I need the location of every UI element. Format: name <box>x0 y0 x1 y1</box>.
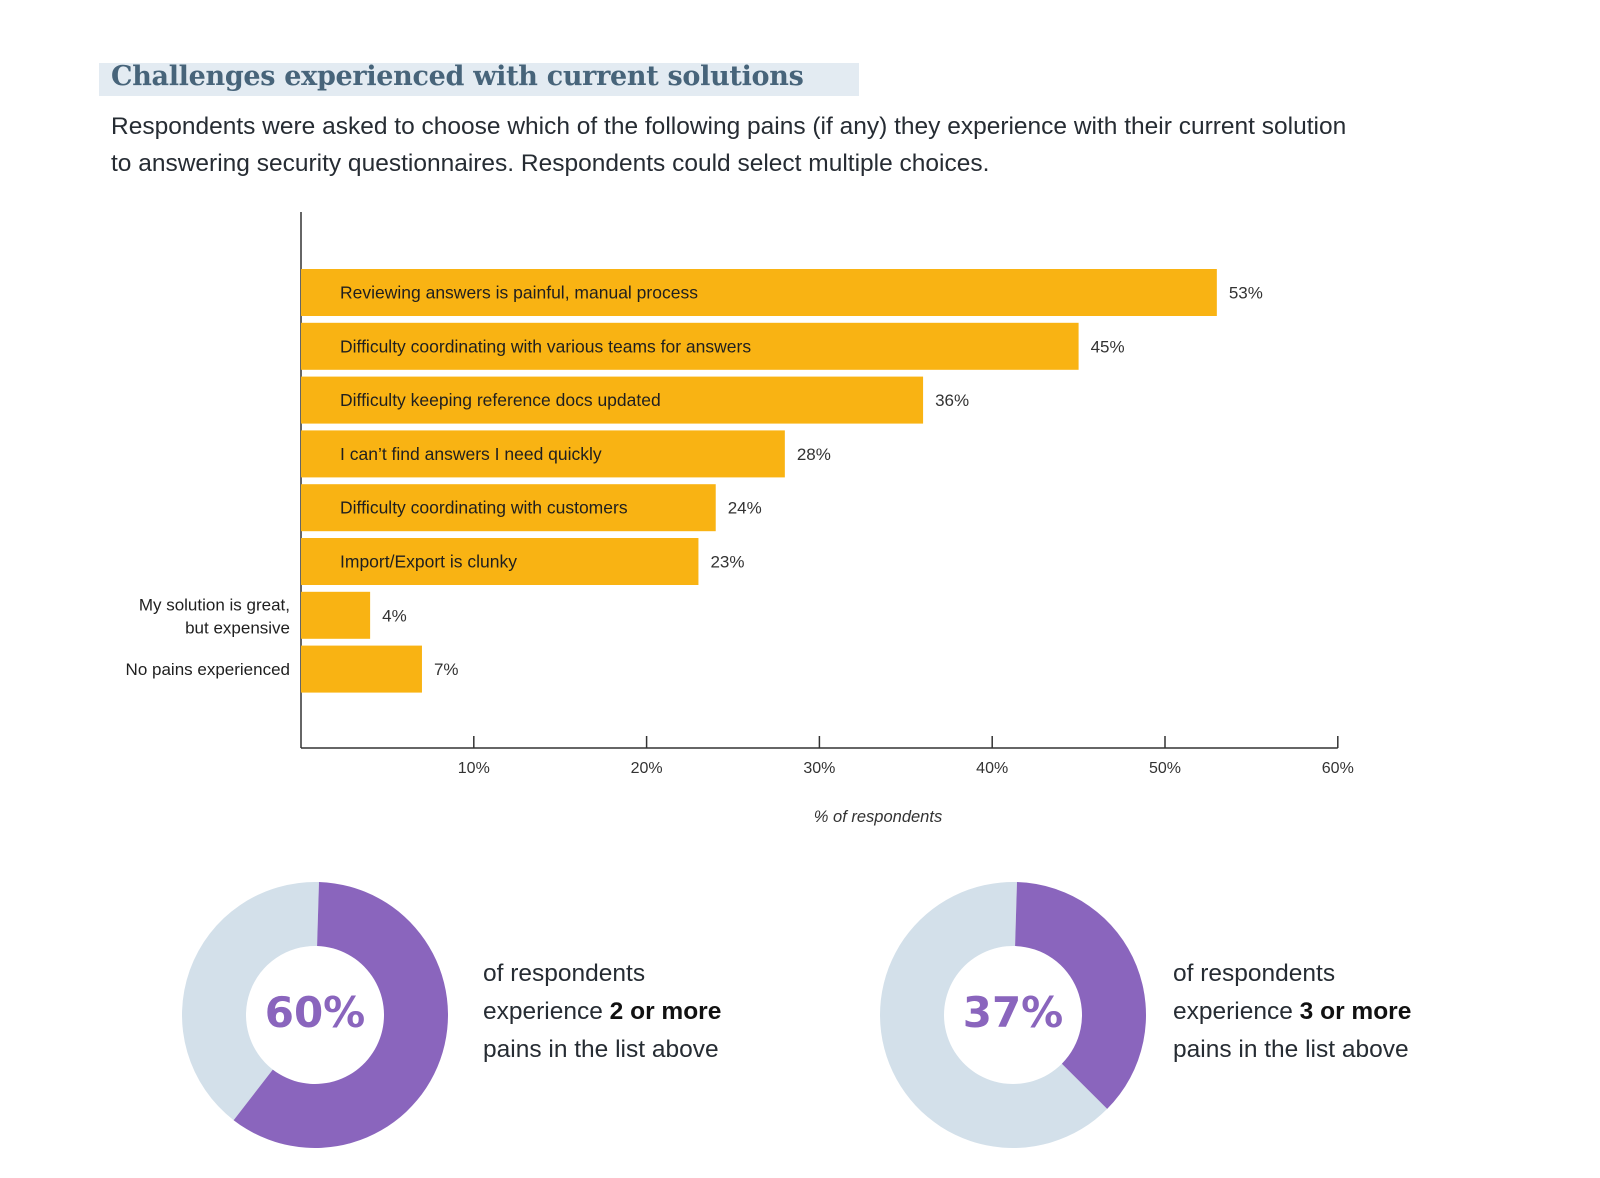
caption-line-2-emphasis: 2 or more <box>609 998 722 1025</box>
bar-value-label: 53% <box>1229 284 1263 303</box>
bar-category-label: Difficulty coordinating with customers <box>340 498 628 518</box>
bar <box>301 591 371 639</box>
x-tick-label: 40% <box>976 760 1008 777</box>
y-category-label: My solution is great, but expensive <box>139 595 290 637</box>
bar <box>301 645 422 693</box>
x-axis-label: % of respondents <box>814 808 942 826</box>
bar-value-label: 24% <box>728 499 762 518</box>
x-tick-label: 20% <box>631 760 663 777</box>
caption-line-2-text: experience <box>1173 998 1300 1025</box>
x-tick-label: 30% <box>803 760 835 777</box>
y-category-label: No pains experienced <box>126 660 290 679</box>
bar-value-label: 28% <box>797 445 831 464</box>
chart-description: Respondents were asked to choose which o… <box>111 113 1347 177</box>
caption-line-2-emphasis: 3 or more <box>1299 998 1412 1025</box>
caption-line-2-text: experience <box>483 998 610 1025</box>
bar-category-label: Difficulty keeping reference docs update… <box>340 390 661 410</box>
bar-value-label: 4% <box>382 606 407 625</box>
bar <box>301 484 716 532</box>
bar-category-label: Difficulty coordinating with various tea… <box>340 336 751 356</box>
caption-line-2: experience 2 or more <box>483 993 721 1031</box>
bar-value-label: 23% <box>710 553 744 572</box>
title-highlight <box>99 63 859 96</box>
donut-percentage-2-or-more: 60% <box>264 988 366 1037</box>
caption-line-1: of respondents <box>1173 960 1336 987</box>
donut-remainder-slice <box>182 882 319 1121</box>
x-tick-label: 60% <box>1322 760 1354 777</box>
bar <box>301 430 785 478</box>
bar-value-label: 7% <box>434 660 459 679</box>
bar <box>301 376 924 424</box>
bar <box>301 269 1217 316</box>
bar <box>301 322 1079 370</box>
donut-chart-2-or-more <box>182 882 448 1148</box>
y-category-label-line: My solution is great, <box>139 595 290 614</box>
donut-caption-3-or-more: of respondents experience 3 or more pain… <box>1173 955 1411 1069</box>
bar-chart: 10% 20% 30% 40% 50% 60% % of respondents 53% Rev… <box>126 212 1354 826</box>
donut-chart-3-or-more <box>880 882 1146 1148</box>
bar-value-label: 45% <box>1091 337 1125 356</box>
x-tick-label: 10% <box>458 760 490 777</box>
bar <box>301 538 699 585</box>
bar-category-label: Import/Export is clunky <box>340 552 517 572</box>
caption-line-2: experience 3 or more <box>1173 993 1411 1031</box>
donut-value-slice <box>1015 882 1146 1109</box>
donut-caption-2-or-more: of respondents experience 2 or more pain… <box>483 955 721 1069</box>
x-tick-label: 50% <box>1149 760 1181 777</box>
caption-line-1: of respondents <box>483 960 646 987</box>
donut-value-slice <box>233 882 448 1148</box>
page-title: Challenges experienced with current solu… <box>111 61 804 92</box>
bar-value-label: 36% <box>935 391 969 410</box>
bar-category-label: I can’t find answers I need quickly <box>340 444 602 464</box>
bar-category-label: Reviewing answers is painful, manual pro… <box>340 283 698 303</box>
caption-line-3: pains in the list above <box>483 1036 719 1063</box>
donut-percentage-3-or-more: 37% <box>962 988 1064 1037</box>
caption-line-3: pains in the list above <box>1173 1036 1409 1063</box>
donut-remainder-slice <box>880 882 1108 1148</box>
y-category-label-line: but expensive <box>185 618 290 637</box>
